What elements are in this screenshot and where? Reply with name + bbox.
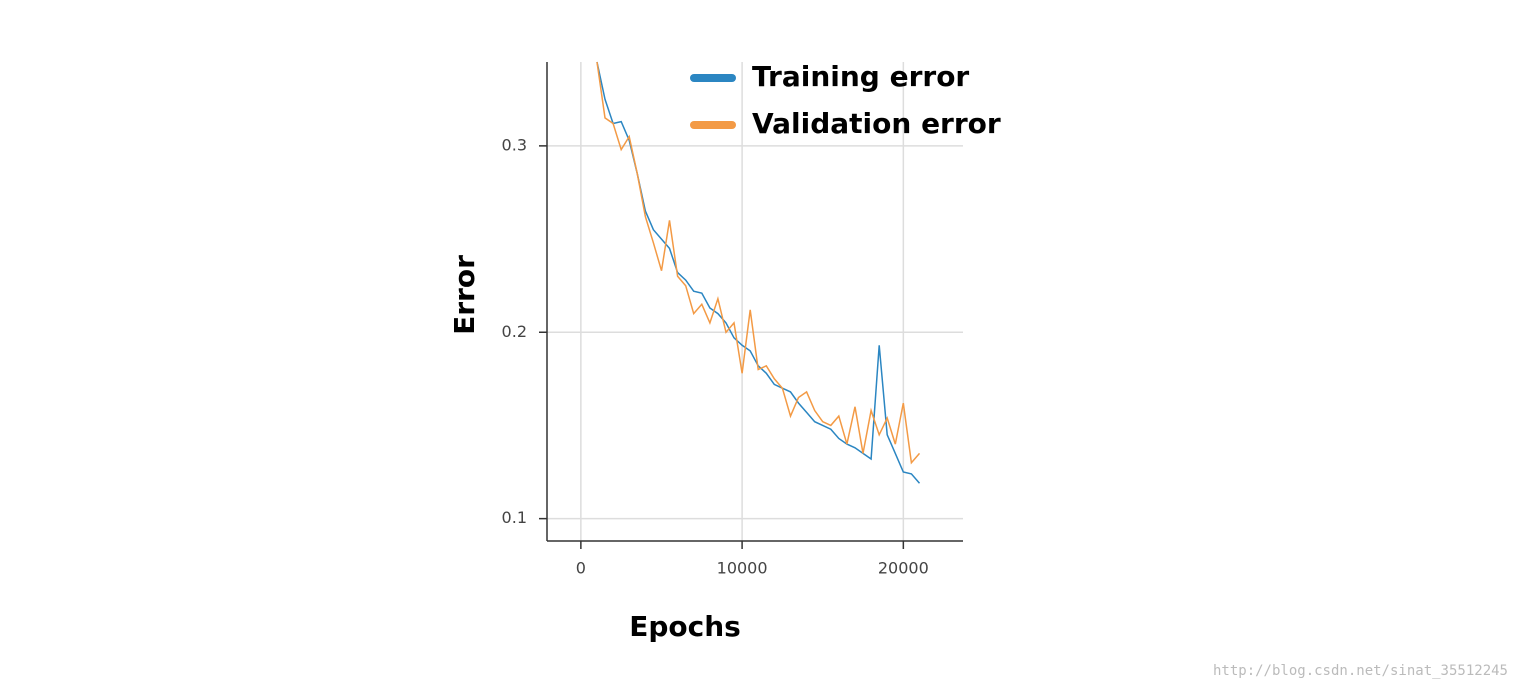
- y-tick-label: 0.1: [502, 508, 527, 527]
- series-line: [596, 61, 921, 465]
- legend-label: Validation error: [752, 107, 1001, 140]
- x-tick-label: 10000: [717, 559, 768, 578]
- watermark: http://blog.csdn.net/sinat_35512245: [1213, 663, 1508, 679]
- x-axis-label: Epochs: [629, 610, 741, 643]
- y-tick-label: 0.3: [502, 135, 527, 154]
- x-tick-label: 20000: [878, 559, 929, 578]
- legend-label: Training error: [752, 60, 969, 93]
- x-tick-label: 0: [576, 559, 586, 578]
- y-tick-label: 0.2: [502, 322, 527, 341]
- y-axis-label: Error: [448, 255, 481, 335]
